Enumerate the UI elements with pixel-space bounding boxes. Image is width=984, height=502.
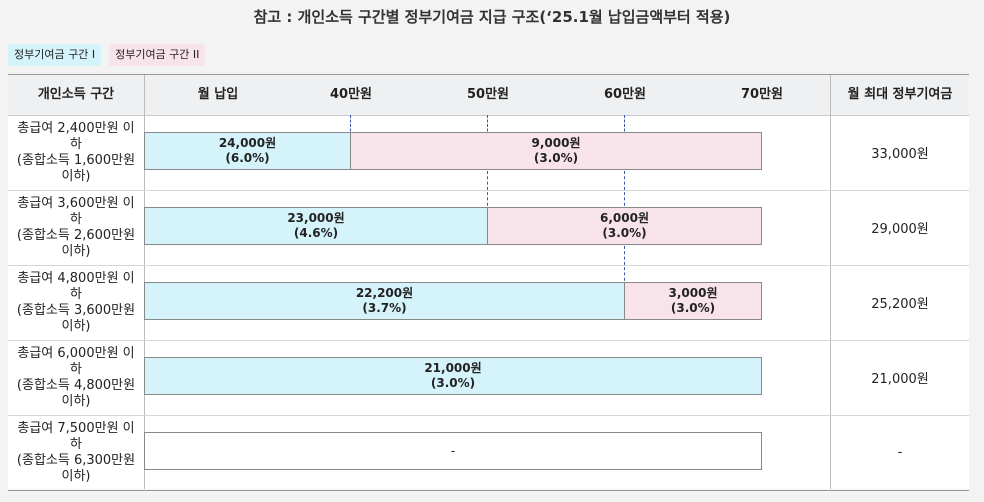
header-monthly: 월 납입 xyxy=(197,87,239,102)
max-contribution: 33,000원 xyxy=(871,147,929,162)
max-contribution: 29,000원 xyxy=(871,222,929,237)
section-1-bar: 21,000원 (3.0%) xyxy=(144,357,762,395)
no-contribution-bar: - xyxy=(144,432,762,470)
threshold-50-line xyxy=(487,115,488,136)
section-2-bar: 3,000원 (3.0%) xyxy=(624,282,762,320)
max-contribution: 21,000원 xyxy=(871,372,929,387)
header-income: 개인소득 구간 xyxy=(37,87,115,102)
section-1-bar: 23,000원 (4.6%) xyxy=(144,207,488,245)
section-2-bar: 9,000원 (3.0%) xyxy=(350,132,762,170)
table-row: 총급여 2,400만원 이하 (종합소득 1,600만원 이하) 24,000원 (6… xyxy=(8,115,969,191)
table-header: 개인소득 구간 월 납입 40만원 50만원 60만원 70만원 월 최대 정부… xyxy=(8,75,969,116)
header-tick-60: 60만원 xyxy=(603,87,646,102)
income-bracket-label: 총급여 2,400만원 이하 (종합소득 1,600만원 이하) xyxy=(16,120,136,184)
header-tick-70: 70만원 xyxy=(740,87,783,102)
section-2-bar: 6,000원 (3.0%) xyxy=(487,207,762,245)
header-max: 월 최대 정부기여금 xyxy=(847,87,953,102)
table-row: 총급여 7,500만원 이하 (종합소득 6,300만원 이하) - - xyxy=(8,415,969,491)
table-row: 총급여 4,800만원 이하 (종합소득 3,600만원 이하) 22,200원 (3… xyxy=(8,265,969,341)
contribution-table: 개인소득 구간 월 납입 40만원 50만원 60만원 70만원 월 최대 정부… xyxy=(8,74,969,491)
section-1-bar: 24,000원 (6.0%) xyxy=(144,132,351,170)
threshold-60-line xyxy=(624,246,625,286)
legend-section-1: 정부기여금 구간 I xyxy=(8,44,102,66)
income-bracket-label: 총급여 3,600만원 이하 (종합소득 2,600만원 이하) xyxy=(16,195,136,259)
threshold-50-line xyxy=(487,171,488,211)
max-contribution: 25,200원 xyxy=(871,297,929,312)
threshold-40-line xyxy=(350,115,351,136)
income-bracket-label: 총급여 7,500만원 이하 (종합소득 6,300만원 이하) xyxy=(16,420,136,484)
legend-section-2: 정부기여금 구간 II xyxy=(109,44,206,66)
threshold-60-line xyxy=(624,115,625,136)
section-1-bar: 22,200원 (3.7%) xyxy=(144,282,625,320)
income-bracket-label: 총급여 4,800만원 이하 (종합소득 3,600만원 이하) xyxy=(16,270,136,334)
column-divider xyxy=(830,75,831,489)
table-row: 총급여 3,600만원 이하 (종합소득 2,600만원 이하) 23,000원 (4… xyxy=(8,190,969,266)
income-bracket-label: 총급여 6,000만원 이하 (종합소득 4,800만원 이하) xyxy=(16,345,136,409)
header-tick-50: 50만원 xyxy=(466,87,509,102)
page-title: 참고 : 개인소득 구간별 정부기여금 지급 구조(‘25.1월 납입금액부터 … xyxy=(253,8,731,26)
table-row: 총급여 6,000만원 이하 (종합소득 4,800만원 이하) 21,000원 (3… xyxy=(8,340,969,416)
legend: 정부기여금 구간 I 정부기여금 구간 II xyxy=(8,44,206,66)
header-tick-40: 40만원 xyxy=(329,87,372,102)
max-contribution: - xyxy=(897,445,903,460)
threshold-60-line xyxy=(624,171,625,211)
